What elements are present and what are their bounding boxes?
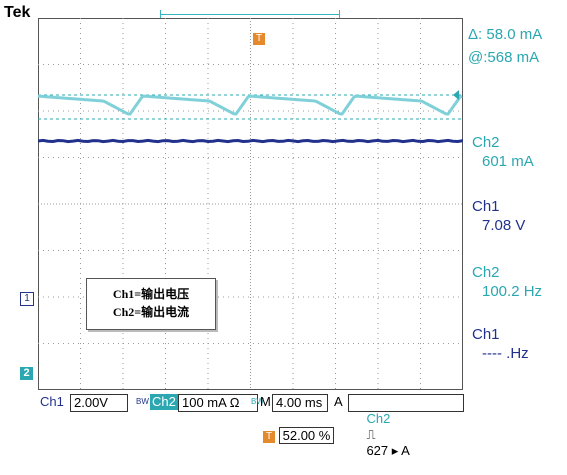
- channel-legend: Ch1=输出电压 Ch2=输出电流: [86, 278, 216, 330]
- timebase-label: M: [260, 394, 271, 409]
- trigger-slope-icon: ⎍: [366, 427, 376, 442]
- meas4-value: ---- .Hz: [482, 345, 529, 362]
- meas1-value: 601 mA: [482, 153, 534, 170]
- timebase-value[interactable]: 4.00 ms: [272, 394, 328, 412]
- trigger-setting[interactable]: Ch2 ⎍ 627 ▸ A: [348, 394, 464, 458]
- meas1-source: Ch2: [472, 134, 500, 151]
- legend-ch2: Ch2=输出电流: [112, 305, 190, 319]
- ch1-trace: [38, 138, 463, 144]
- acq-label: A: [334, 394, 343, 409]
- trigger-percent: T 52.00 %: [263, 427, 335, 444]
- ch1-ground-marker[interactable]: 1: [20, 292, 34, 306]
- trigger-level: 627 ▸ A: [366, 443, 410, 458]
- meas2-source: Ch1: [472, 198, 500, 215]
- record-bar: [160, 10, 340, 20]
- trigger-source: Ch2: [366, 411, 391, 426]
- status-bar: Ch1 2.00V BW Ch2 100 mA Ω BW M 4.00 ms A…: [38, 394, 464, 458]
- legend-ch1: Ch1=输出电压: [112, 287, 190, 301]
- meas2-value: 7.08 V: [482, 217, 526, 234]
- cursor-delta: Δ: 58.0 mA: [468, 26, 543, 43]
- meas3-value: 100.2 Hz: [482, 283, 543, 300]
- trigger-icon: T: [253, 32, 265, 45]
- ch2-scale[interactable]: 100 mA Ω: [178, 394, 258, 412]
- trigger-icon: T: [263, 430, 275, 443]
- trigger-position-marker: T: [253, 30, 265, 48]
- ch1-bw-icon: BW: [136, 397, 149, 406]
- ch1-label[interactable]: Ch1: [40, 394, 64, 409]
- meas3-source: Ch2: [472, 264, 500, 281]
- brand-logo: Tek: [4, 4, 31, 21]
- ch2-bw-icon: BW: [251, 397, 264, 406]
- ch2-ground-marker[interactable]: 2: [20, 367, 33, 380]
- trigger-level-arrow: [453, 90, 459, 100]
- ch2-label[interactable]: Ch2: [150, 394, 178, 410]
- scope-graticule: [38, 18, 463, 390]
- trigger-percent-value: 52.00 %: [278, 427, 335, 444]
- ch2-trace: [38, 94, 463, 116]
- cursor-at: @:568 mA: [468, 49, 540, 66]
- meas4-source: Ch1: [472, 326, 500, 343]
- ch1-scale[interactable]: 2.00V: [70, 394, 128, 412]
